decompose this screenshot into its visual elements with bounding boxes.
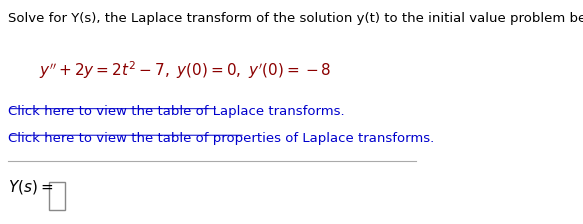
Text: $Y(s) =$: $Y(s) =$ <box>8 178 53 196</box>
Text: Click here to view the table of properties of Laplace transforms.: Click here to view the table of properti… <box>8 132 434 145</box>
FancyBboxPatch shape <box>48 182 65 210</box>
Text: Solve for Y(s), the Laplace transform of the solution y(t) to the initial value : Solve for Y(s), the Laplace transform of… <box>8 13 583 26</box>
Text: $y'' + 2y = 2t^2 - 7,\ y(0) = 0,\ y'(0) = -8$: $y'' + 2y = 2t^2 - 7,\ y(0) = 0,\ y'(0) … <box>39 59 332 81</box>
Text: Click here to view the table of Laplace transforms.: Click here to view the table of Laplace … <box>8 105 345 118</box>
